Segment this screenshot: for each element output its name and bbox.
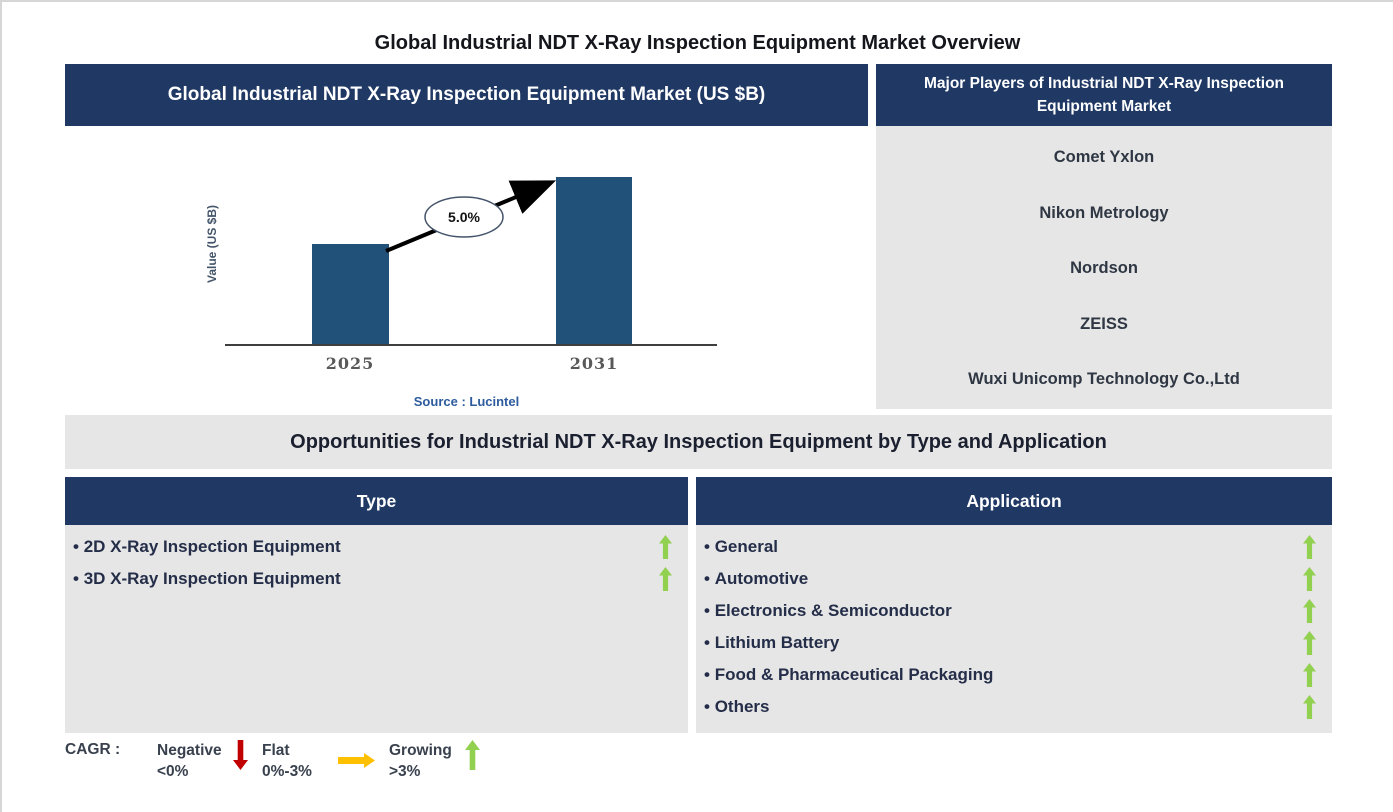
legend-entry-name: Negative xyxy=(157,742,222,759)
player-name: Nordson xyxy=(1070,259,1138,277)
cagr-legend-entry: Negative <0% xyxy=(157,740,250,782)
player-name: Nikon Metrology xyxy=(1039,203,1169,222)
legend-entry-range: 0%-3% xyxy=(262,763,312,780)
major-players-header: Major Players of Industrial NDT X-Ray In… xyxy=(876,64,1332,126)
x-axis-line xyxy=(225,344,717,346)
legend-entry-name: Growing xyxy=(389,742,452,759)
x-tick-2025: 2025 xyxy=(325,354,375,373)
page-title: Global Industrial NDT X-Ray Inspection E… xyxy=(374,32,1021,54)
application-item: General xyxy=(696,531,1332,563)
legend-entry-name: Flat xyxy=(262,742,290,759)
application-item-label: General xyxy=(704,537,778,557)
type-item-label: 2D X-Ray Inspection Equipment xyxy=(73,537,341,557)
major-players-list: Comet Yxlon Nikon Metrology Nordson ZEIS… xyxy=(876,126,1332,409)
cagr-value: 5.0% xyxy=(448,209,480,225)
cagr-legend-entry: Flat 0%-3% xyxy=(262,740,377,782)
cagr-legend: CAGR : Negative <0% xyxy=(65,740,494,782)
flat-right-arrow-icon xyxy=(338,753,375,768)
application-item: Lithium Battery xyxy=(696,627,1332,659)
application-column-header: Application xyxy=(696,477,1332,525)
growing-up-arrow-icon xyxy=(1303,535,1316,559)
cagr-legend-entry: Growing >3% xyxy=(389,740,482,782)
type-item: 3D X-Ray Inspection Equipment xyxy=(65,563,688,595)
type-list: 2D X-Ray Inspection Equipment 3D X-Ray I… xyxy=(65,525,688,733)
growing-up-arrow-icon xyxy=(1303,695,1316,719)
application-item-label: Automotive xyxy=(704,569,809,589)
cagr-legend-label: CAGR : xyxy=(65,741,121,758)
opportunities-title: Opportunities for Industrial NDT X-Ray I… xyxy=(65,415,1332,469)
application-item: Electronics & Semiconductor xyxy=(696,595,1332,627)
growing-up-arrow-icon xyxy=(1303,599,1316,623)
application-item: Automotive xyxy=(696,563,1332,595)
legend-entry-range: >3% xyxy=(389,763,421,780)
chart-bar xyxy=(556,177,632,344)
type-column-header: Type xyxy=(65,477,688,525)
growing-up-arrow-icon xyxy=(659,567,672,591)
application-item: Food & Pharmaceutical Packaging xyxy=(696,659,1332,691)
type-item: 2D X-Ray Inspection Equipment xyxy=(65,531,688,563)
application-item-label: Others xyxy=(704,697,770,717)
application-item-label: Electronics & Semiconductor xyxy=(704,601,952,621)
source-note: Source : Lucintel xyxy=(413,394,520,409)
player-name: Wuxi Unicomp Technology Co.,Ltd xyxy=(968,370,1240,388)
player-name: ZEISS xyxy=(1080,314,1128,333)
y-axis-label: Value (US $B) xyxy=(205,204,219,284)
application-item-label: Lithium Battery xyxy=(704,633,840,653)
market-chart-header: Global Industrial NDT X-Ray Inspection E… xyxy=(65,64,868,126)
market-bar-chart: Value (US $B) 5.0% 2025 2031 Source : Lu… xyxy=(65,126,868,412)
legend-entry-range: <0% xyxy=(157,763,189,780)
negative-down-arrow-icon xyxy=(233,740,248,770)
application-list: General Automotive Electronics & Semicon… xyxy=(696,525,1332,733)
growing-up-arrow-icon xyxy=(659,535,672,559)
growth-arrow-and-bubble xyxy=(385,180,557,253)
x-tick-2031: 2031 xyxy=(569,354,619,373)
application-item-label: Food & Pharmaceutical Packaging xyxy=(704,665,994,685)
growing-up-arrow-icon xyxy=(1303,567,1316,591)
cagr-legend-entries: Negative <0% Flat 0%-3% xyxy=(157,740,494,782)
growing-up-arrow-icon xyxy=(465,740,480,770)
growing-up-arrow-icon xyxy=(1303,663,1316,687)
growing-up-arrow-icon xyxy=(1303,631,1316,655)
type-item-label: 3D X-Ray Inspection Equipment xyxy=(73,569,341,589)
player-name: Comet Yxlon xyxy=(1053,148,1155,166)
chart-bar xyxy=(312,244,389,344)
application-item: Others xyxy=(696,691,1332,723)
